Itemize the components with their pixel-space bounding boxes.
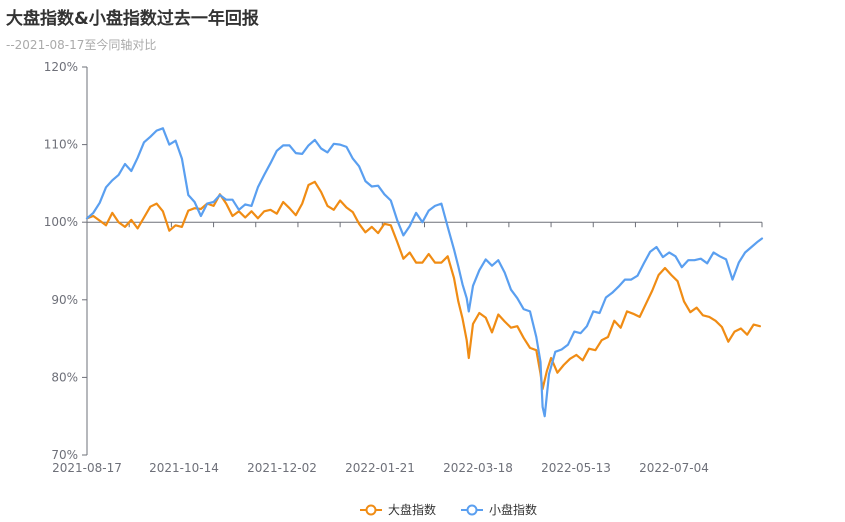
x-tick-label: 2021-10-14 [149, 461, 219, 475]
x-tick-label: 2021-12-02 [247, 461, 317, 475]
series-line-1 [85, 180, 761, 391]
y-tick-label: 70% [51, 448, 78, 462]
x-tick-label: 2022-03-18 [443, 461, 513, 475]
y-tick-label: 110% [44, 138, 78, 152]
legend-marker-2 [466, 504, 478, 516]
chart-title: 大盘指数&小盘指数过去一年回报 [6, 9, 259, 29]
chart-subtitle: --2021-08-17至今同轴对比 [6, 38, 157, 52]
y-tick-label: 100% [44, 215, 78, 229]
y-tick-label: 80% [51, 370, 78, 384]
x-tick-label: 2022-05-13 [541, 461, 611, 475]
legend-label-2: 小盘指数 [489, 502, 537, 517]
x-tick-label: 2021-08-17 [52, 461, 122, 475]
x-tick-label: 2022-01-21 [345, 461, 415, 475]
legend-label-1: 大盘指数 [388, 502, 436, 517]
y-tick-label: 120% [44, 60, 78, 74]
x-tick-label: 2022-07-04 [639, 461, 709, 475]
legend-marker-1 [365, 504, 377, 516]
series-line-2 [85, 127, 764, 418]
y-tick-label: 90% [51, 293, 78, 307]
